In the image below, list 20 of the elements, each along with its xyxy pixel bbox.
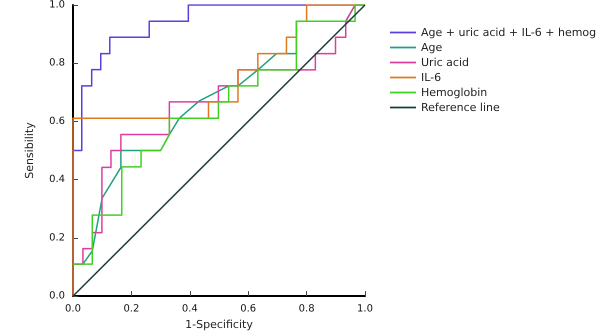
y-tick-label: 0.0	[49, 290, 65, 302]
legend-label: Uric acid	[421, 56, 470, 69]
y-tick-label: 0.6	[49, 116, 65, 127]
x-axis-title: 1-Specificity	[185, 318, 254, 331]
legend-label: Reference line	[421, 101, 500, 114]
y-axis-title: Sensibility	[23, 122, 36, 179]
x-tick-label: 0.6	[240, 304, 256, 315]
x-tick-label: 1.0	[357, 304, 373, 315]
x-tick-label: 0.0	[65, 304, 81, 315]
legend-label: Age	[421, 41, 443, 54]
legend-label: Hemoglobin	[421, 86, 488, 99]
legend-label: Age + uric acid + IL-6 + hemog	[421, 26, 596, 39]
x-tick-label: 0.2	[123, 304, 140, 315]
y-tick-label: 0.2	[49, 232, 65, 244]
y-tick-label: 0.8	[49, 58, 65, 69]
x-tick-label: 0.8	[298, 304, 315, 315]
y-tick-label: 1.0	[49, 0, 65, 10]
legend-label: IL-6	[421, 71, 442, 84]
x-tick-label: 0.4	[182, 304, 198, 315]
y-tick-label: 0.4	[49, 174, 65, 186]
